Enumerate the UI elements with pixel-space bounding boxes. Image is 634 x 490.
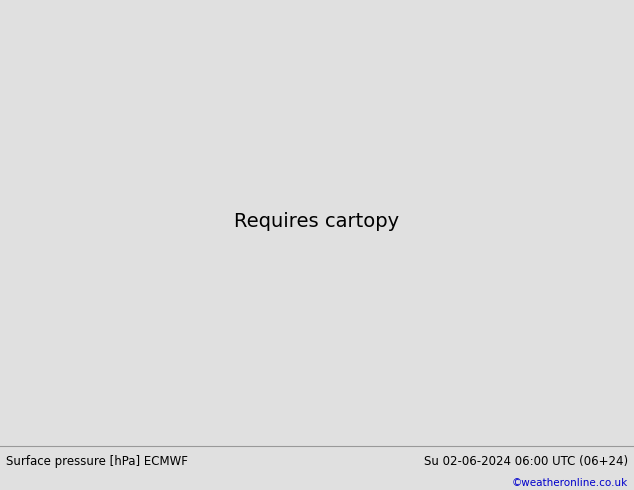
Text: Requires cartopy: Requires cartopy (235, 212, 399, 231)
Text: Surface pressure [hPa] ECMWF: Surface pressure [hPa] ECMWF (6, 455, 188, 467)
Text: Su 02-06-2024 06:00 UTC (06+24): Su 02-06-2024 06:00 UTC (06+24) (424, 455, 628, 467)
Text: ©weatheronline.co.uk: ©weatheronline.co.uk (512, 478, 628, 488)
